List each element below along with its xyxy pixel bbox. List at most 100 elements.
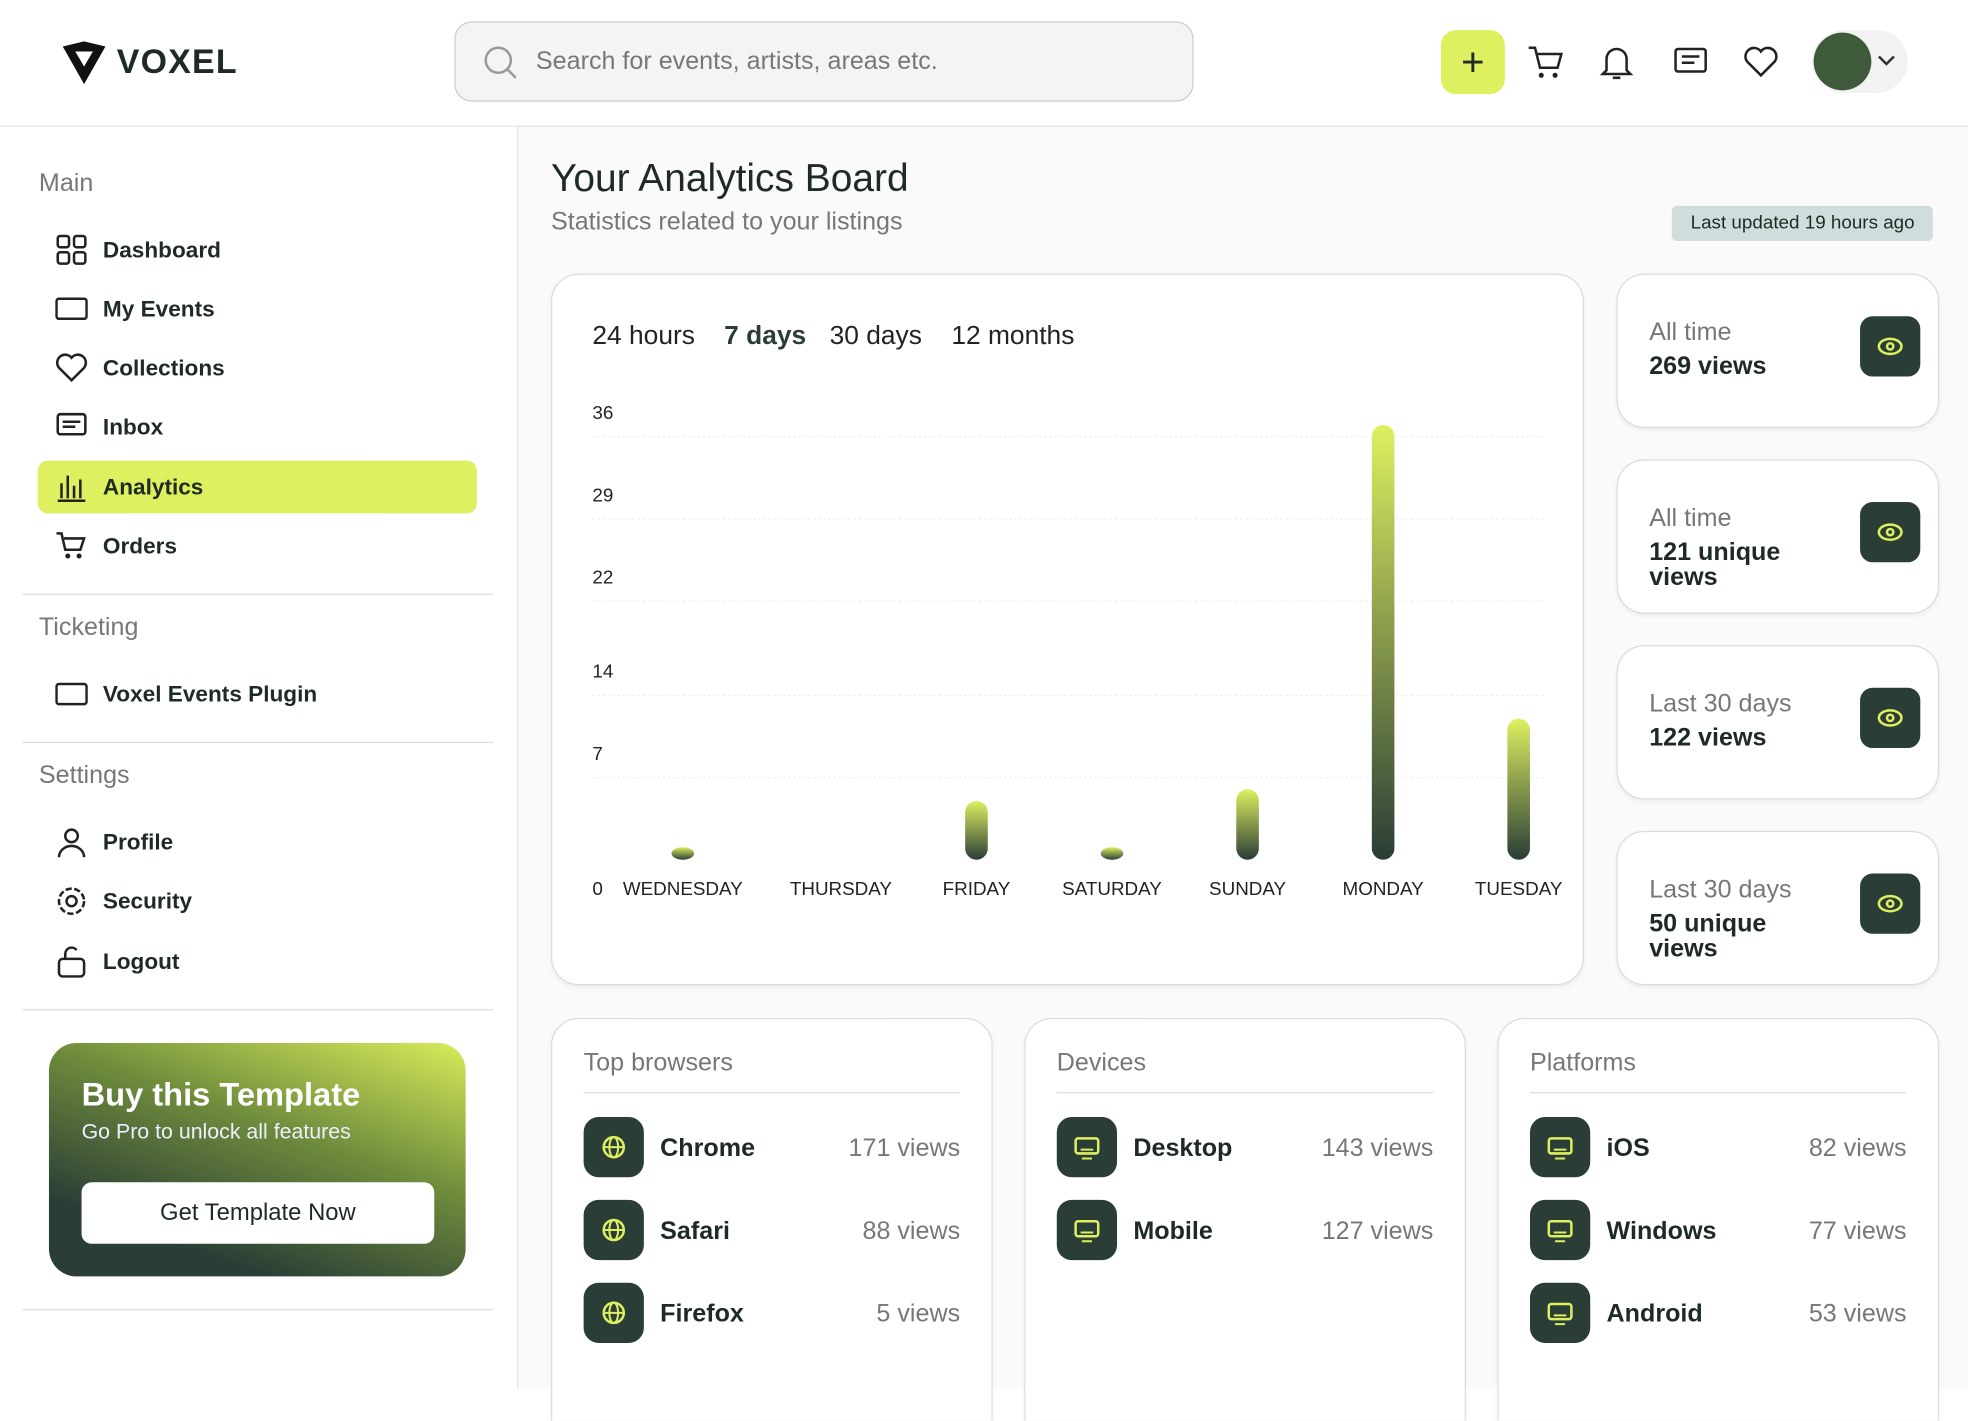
stat-label: Last 30 days: [1649, 690, 1792, 718]
search-icon: [484, 46, 517, 79]
divider: [22, 1009, 494, 1011]
stat-card: All time 121 unique views: [1616, 459, 1940, 614]
profile-menu[interactable]: [1812, 30, 1908, 93]
globe-icon: [602, 1135, 626, 1159]
stats-panel: Devices Desktop 143 views Mobile 127 vie…: [1024, 1017, 1466, 1421]
search-placeholder: Search for events, artists, areas etc.: [535, 47, 938, 76]
divider: [1056, 1091, 1434, 1094]
chart-card: 24 hours 7 days 30 days 12 months 0 7 14 22 29 36…: [550, 273, 1584, 986]
row-name: Desktop: [1133, 1134, 1233, 1163]
row-icon: [1529, 1282, 1591, 1343]
promo-subtitle: Go Pro to unlock all features: [81, 1119, 351, 1144]
stat-label: All time: [1649, 318, 1732, 347]
header-icons: [1528, 46, 1778, 80]
bar: [1100, 847, 1124, 860]
nav-item[interactable]: Profile: [38, 816, 477, 869]
row-name: Chrome: [660, 1134, 756, 1163]
nav-item-active[interactable]: Analytics: [37, 460, 477, 514]
row-icon: [1529, 1117, 1591, 1178]
panel-title: Devices: [1056, 1049, 1147, 1077]
nav-label: My Events: [102, 295, 215, 321]
time-tab[interactable]: 30 days: [830, 320, 922, 350]
eye-icon: [1877, 337, 1903, 356]
y-tick-label: 36: [592, 402, 613, 423]
icon: [57, 475, 86, 503]
row-views: 53 views: [1808, 1300, 1907, 1328]
monitor-icon: [1074, 1219, 1100, 1243]
row-views: 127 views: [1321, 1217, 1434, 1246]
stats-panel: Top browsers Chrome 171 views Safari 88 …: [550, 1017, 993, 1421]
stat-value: 269 views: [1649, 352, 1767, 381]
x-tick-label: MONDAY: [1343, 878, 1425, 899]
y-tick-label: 22: [592, 567, 613, 588]
nav-item[interactable]: Inbox: [38, 400, 477, 453]
nav-label: Inbox: [102, 413, 164, 439]
nav-label: Collections: [102, 354, 225, 380]
nav-item[interactable]: Voxel Events Plugin: [38, 668, 477, 721]
icon: [57, 828, 86, 858]
view-button[interactable]: [1860, 316, 1921, 377]
view-button[interactable]: [1860, 687, 1921, 749]
nav-item[interactable]: Collections: [38, 341, 477, 394]
x-tick-label: THURSDAY: [790, 878, 893, 899]
add-button[interactable]: +: [1440, 30, 1505, 95]
icon: [55, 297, 88, 321]
bar: [671, 847, 695, 860]
nav-item[interactable]: Dashboard: [38, 223, 477, 276]
icon: [56, 532, 86, 559]
brand: VOXEL: [116, 42, 238, 81]
search[interactable]: Search for events, artists, areas etc.: [454, 21, 1194, 102]
nav-item[interactable]: Logout: [38, 935, 477, 988]
nav-label: Security: [102, 887, 193, 914]
icon: [57, 946, 86, 978]
bar: [1371, 424, 1395, 860]
row-views: 82 views: [1808, 1134, 1907, 1163]
row-views: 77 views: [1808, 1217, 1907, 1246]
avatar: [1813, 32, 1872, 91]
time-tab[interactable]: 12 months: [951, 320, 1074, 350]
nav-item[interactable]: Orders: [38, 520, 477, 573]
time-tab[interactable]: 24 hours: [592, 320, 695, 350]
sidebar: Main Dashboard My Events Collections Inb…: [0, 126, 519, 1389]
section-title: Ticketing: [38, 613, 139, 642]
eye-icon: [1877, 894, 1903, 913]
stat-label: Last 30 days: [1649, 876, 1792, 904]
view-button[interactable]: [1860, 873, 1921, 934]
monitor-icon: [1547, 1219, 1573, 1243]
stat-value: 50 unique views: [1649, 909, 1767, 963]
stats-panel: Platforms iOS 82 views Windows 77 views …: [1497, 1017, 1940, 1421]
row-views: 5 views: [876, 1300, 961, 1328]
globe-icon: [602, 1301, 626, 1325]
icon: [55, 682, 88, 706]
row-icon: [1056, 1199, 1118, 1261]
promo-button[interactable]: Get Template Now: [81, 1182, 435, 1244]
nav-item[interactable]: Security: [38, 875, 477, 928]
row-icon: [1529, 1199, 1591, 1261]
page-subtitle: Statistics related to your listings: [550, 208, 903, 236]
stat-card: Last 30 days 50 unique views: [1616, 830, 1940, 986]
row-icon: [1056, 1117, 1118, 1178]
stat-value: 122 views: [1649, 724, 1767, 752]
view-button[interactable]: [1860, 502, 1921, 563]
section-title: Main: [38, 169, 94, 198]
row-name: Android: [1606, 1300, 1703, 1328]
topbar: VOXEL Search for events, artists, areas …: [0, 0, 1968, 127]
section-title: Settings: [38, 761, 130, 790]
nav-label: Dashboard: [102, 236, 221, 262]
nav-label: Voxel Events Plugin: [102, 680, 318, 706]
x-tick-label: SATURDAY: [1062, 878, 1162, 899]
row-name: iOS: [1606, 1134, 1650, 1163]
time-tab[interactable]: 7 days: [724, 320, 806, 350]
bar: [1507, 718, 1530, 860]
divider: [1529, 1091, 1907, 1094]
nav-item[interactable]: My Events: [38, 282, 477, 335]
eye-icon: [1877, 709, 1903, 727]
row-icon: [583, 1199, 644, 1261]
bar: [965, 800, 988, 860]
icon: [56, 353, 88, 383]
monitor-icon: [1074, 1137, 1100, 1160]
row-name: Safari: [660, 1217, 730, 1246]
x-tick-label: TUESDAY: [1475, 878, 1563, 899]
